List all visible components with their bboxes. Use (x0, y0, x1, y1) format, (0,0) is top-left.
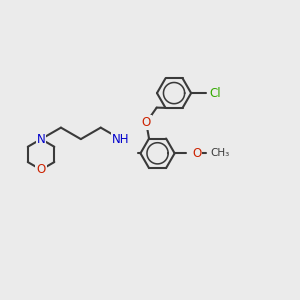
Text: O: O (142, 116, 151, 129)
Text: O: O (192, 147, 201, 160)
Text: O: O (36, 163, 46, 176)
Text: Cl: Cl (209, 87, 221, 100)
Text: NH: NH (112, 133, 129, 146)
Text: CH₃: CH₃ (210, 148, 229, 158)
Text: N: N (37, 133, 45, 146)
